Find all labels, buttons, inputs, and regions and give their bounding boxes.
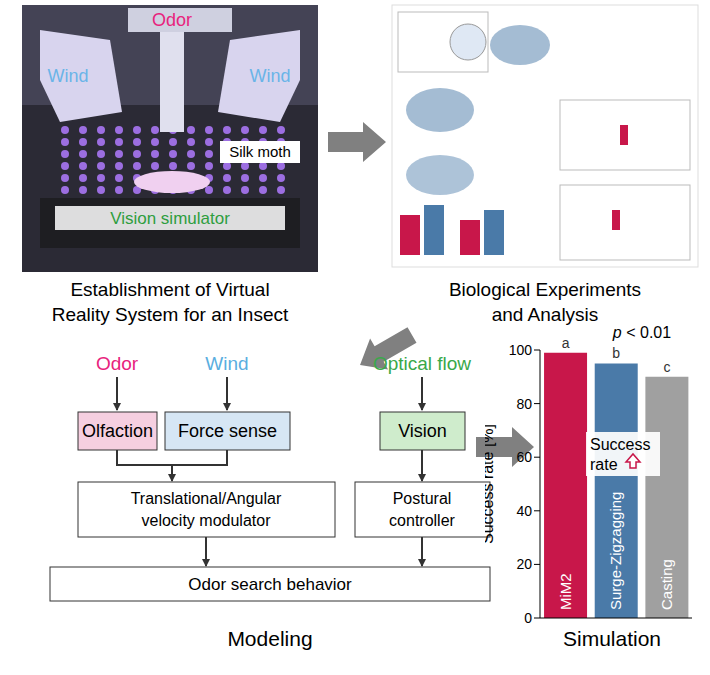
- svg-text:Odor: Odor: [96, 353, 139, 374]
- svg-text:Odor search behavior: Odor search behavior: [188, 575, 352, 594]
- svg-text:Biological Experiments: Biological Experiments: [449, 279, 641, 300]
- svg-text:b: b: [612, 345, 620, 361]
- svg-text:Vision: Vision: [398, 421, 447, 441]
- svg-text:Wind: Wind: [47, 66, 88, 86]
- svg-text:Casting: Casting: [658, 559, 675, 610]
- svg-text:60: 60: [516, 449, 532, 465]
- svg-text:Optical flow: Optical flow: [373, 353, 471, 374]
- svg-text:Vision simulator: Vision simulator: [110, 209, 230, 228]
- svg-text:0: 0: [524, 610, 532, 626]
- svg-text:Wind: Wind: [249, 66, 290, 86]
- svg-text:Reality System for an Insect: Reality System for an Insect: [52, 304, 289, 325]
- svg-text:Surge-Zigzagging: Surge-Zigzagging: [607, 492, 624, 610]
- svg-text:velocity modulator: velocity modulator: [142, 512, 272, 529]
- svg-text:Establishment of Virtual: Establishment of Virtual: [70, 279, 269, 300]
- svg-text:Simulation: Simulation: [563, 627, 661, 650]
- svg-text:and Analysis: and Analysis: [492, 304, 599, 325]
- svg-text:Translational/Angular: Translational/Angular: [131, 490, 282, 507]
- svg-text:Success: Success: [590, 436, 650, 453]
- svg-text:MiM2: MiM2: [557, 573, 574, 610]
- svg-text:Silk moth: Silk moth: [229, 143, 291, 160]
- svg-text:Success rate [%]: Success rate [%]: [485, 424, 496, 544]
- svg-text:rate: rate: [590, 456, 618, 473]
- svg-text:100: 100: [509, 342, 533, 358]
- svg-text:p < 0.01: p < 0.01: [612, 324, 671, 341]
- svg-text:controller: controller: [389, 512, 455, 529]
- svg-text:Postural: Postural: [393, 490, 452, 507]
- svg-text:c: c: [663, 359, 670, 375]
- svg-text:Modeling: Modeling: [227, 627, 312, 650]
- svg-text:Olfaction: Olfaction: [82, 421, 153, 441]
- svg-text:80: 80: [516, 396, 532, 412]
- svg-text:40: 40: [516, 503, 532, 519]
- svg-text:20: 20: [516, 556, 532, 572]
- svg-text:Odor: Odor: [152, 10, 192, 30]
- svg-text:a: a: [562, 335, 570, 351]
- svg-text:Wind: Wind: [205, 353, 248, 374]
- svg-text:Force sense: Force sense: [178, 421, 277, 441]
